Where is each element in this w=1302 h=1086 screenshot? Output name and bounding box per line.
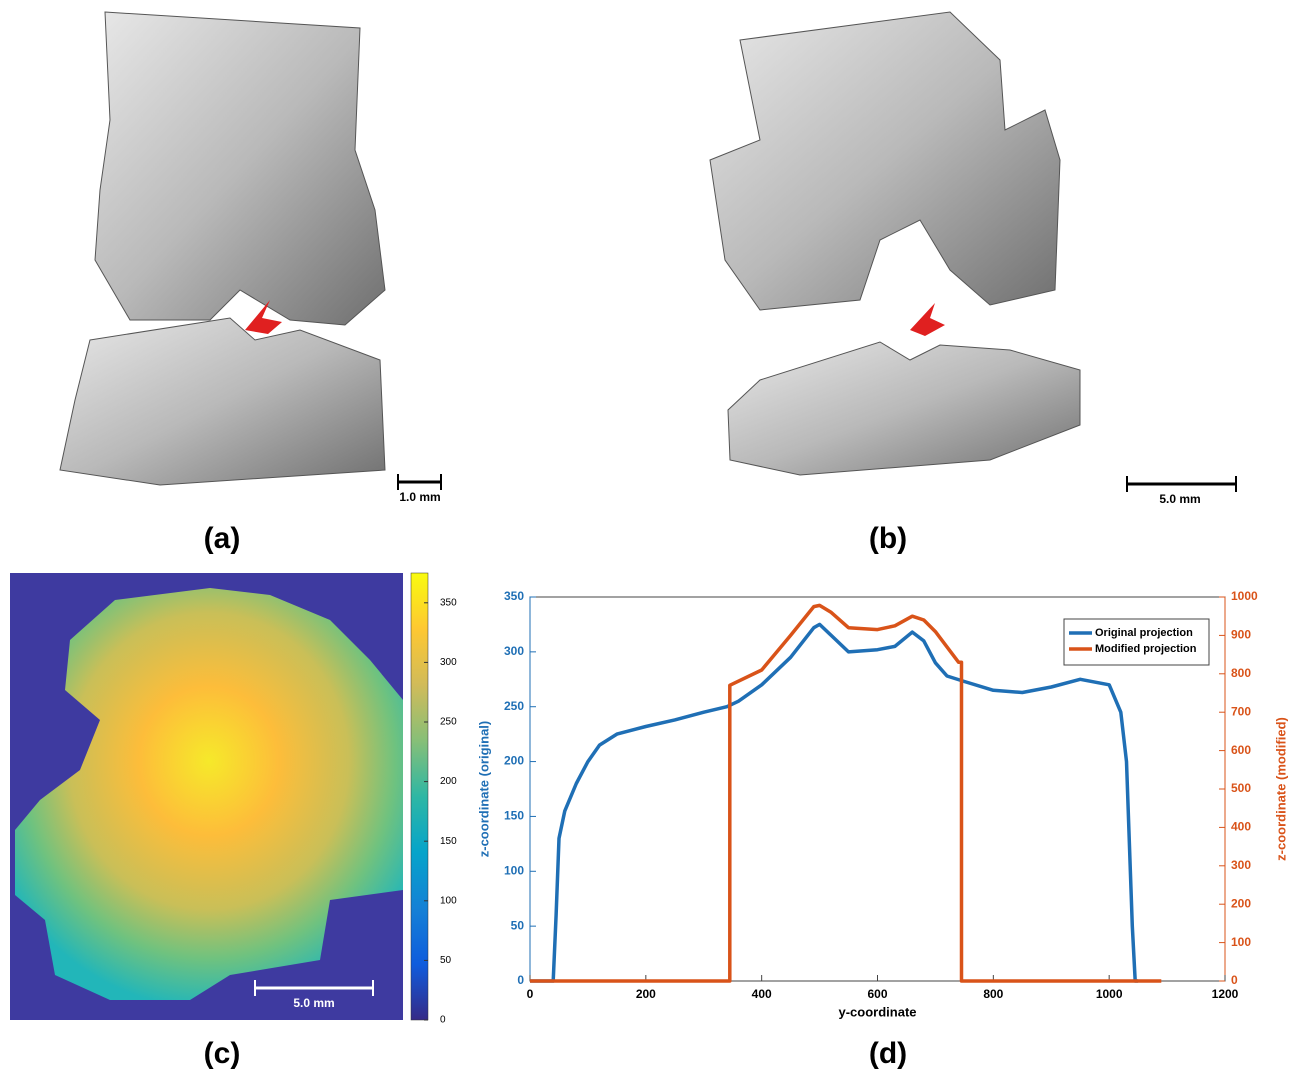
- figure: 1.0 mm (a) 5.0 mm (b) 5.0 mm (c) (d) 0 50…: [0, 0, 1302, 1086]
- x-tick-label: 1200: [1212, 987, 1239, 1001]
- colorbar-tick-label: 50: [440, 955, 452, 966]
- y2-tick-label: 100: [1231, 935, 1251, 949]
- colorbar-tick-label: 0: [440, 1015, 446, 1026]
- y2-axis-label: z-coordinate (modified): [1273, 717, 1288, 861]
- colorbar-tick-label: 300: [440, 657, 457, 668]
- y2-tick-label: 500: [1231, 781, 1251, 795]
- scale-bar-label: 5.0 mm: [293, 996, 334, 1010]
- y2-tick-label: 300: [1231, 858, 1251, 872]
- x-tick-label: 0: [527, 987, 534, 1001]
- panel-label: (c): [204, 1037, 241, 1070]
- x-tick-label: 800: [983, 987, 1003, 1001]
- x-tick-label: 200: [636, 987, 656, 1001]
- y2-tick-label: 0: [1231, 973, 1238, 987]
- colorbar-tick-label: 250: [440, 717, 457, 728]
- y2-tick-label: 400: [1231, 820, 1251, 834]
- colorbar-tick-label: 350: [440, 597, 457, 608]
- scale-bar-a: 1.0 mm: [398, 474, 441, 504]
- colorbar: [411, 573, 428, 1020]
- x-tick-label: 1000: [1096, 987, 1123, 1001]
- bone-render-b: [710, 12, 1080, 475]
- colorbar-tick-label: 100: [440, 895, 457, 906]
- y-axis-label: z-coordinate (original): [476, 721, 491, 858]
- legend-label: Modified projection: [1095, 643, 1197, 655]
- y2-tick-label: 800: [1231, 666, 1251, 680]
- y-tick-label: 350: [504, 589, 524, 603]
- scale-bar-label: 1.0 mm: [399, 490, 440, 504]
- x-tick-label: 400: [752, 987, 772, 1001]
- panel-label: (d): [869, 1037, 907, 1070]
- panel-label: (a): [204, 522, 241, 555]
- panel-label: (b): [869, 522, 907, 555]
- y-tick-label: 100: [504, 863, 524, 877]
- y2-tick-label: 700: [1231, 704, 1251, 718]
- scale-bar-b: 5.0 mm: [1127, 476, 1236, 506]
- scale-bar-label: 5.0 mm: [1159, 492, 1200, 506]
- y2-tick-label: 1000: [1231, 589, 1258, 603]
- y-tick-label: 300: [504, 644, 524, 658]
- y-tick-label: 50: [511, 918, 525, 932]
- y2-tick-label: 900: [1231, 628, 1251, 642]
- bone-render-a: [60, 12, 385, 485]
- y-tick-label: 150: [504, 809, 524, 823]
- x-tick-label: 600: [867, 987, 887, 1001]
- y-tick-label: 250: [504, 699, 524, 713]
- x-axis-label: y-coordinate: [838, 1004, 916, 1019]
- y-tick-label: 200: [504, 754, 524, 768]
- y2-tick-label: 600: [1231, 743, 1251, 757]
- colorbar-tick-label: 150: [440, 836, 457, 847]
- colorbar-tick-label: 200: [440, 776, 457, 787]
- y2-tick-label: 200: [1231, 896, 1251, 910]
- y-tick-label: 0: [517, 973, 524, 987]
- legend-label: Original projection: [1095, 627, 1193, 639]
- depth-map: [10, 573, 403, 1020]
